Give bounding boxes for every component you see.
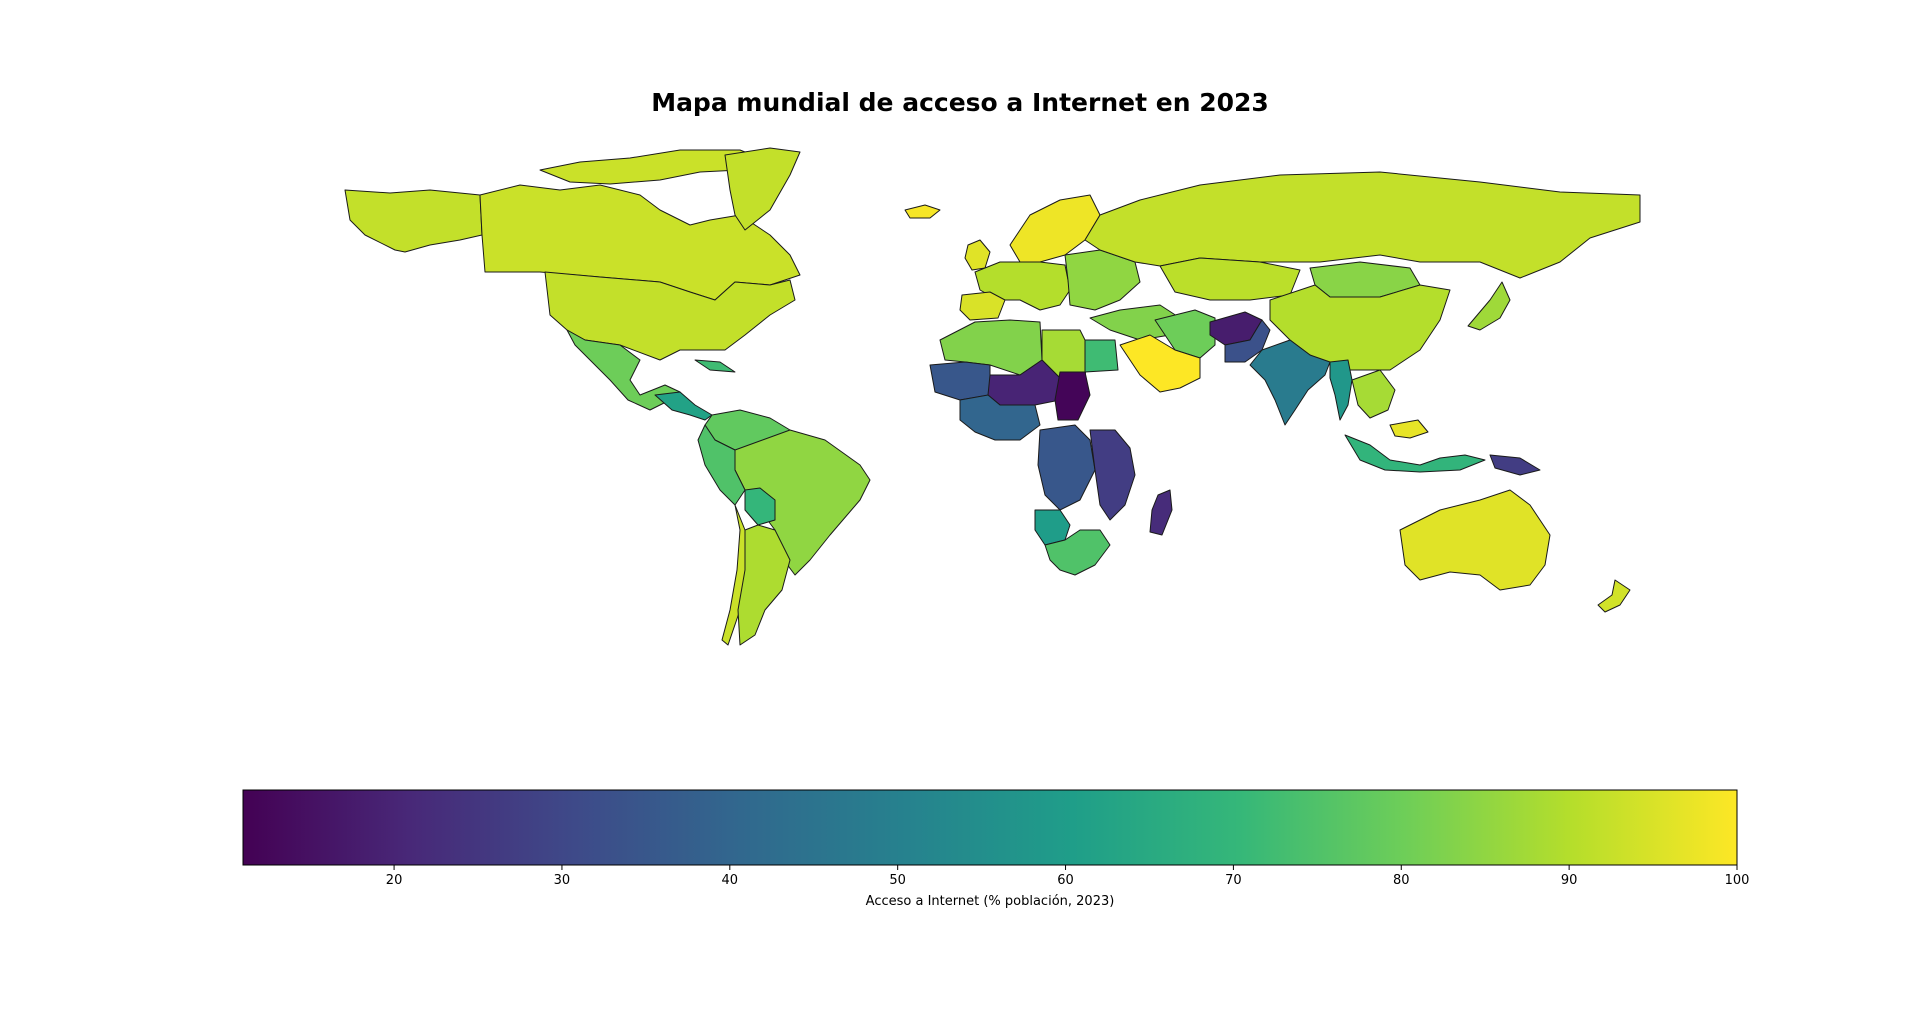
region-argentina xyxy=(737,524,791,646)
region-saudi-arabia xyxy=(1119,334,1201,393)
colorbar-tick-label: 100 xyxy=(1725,873,1750,888)
region-greenland xyxy=(724,147,801,231)
colorbar-gradient xyxy=(242,789,1738,866)
region-russia xyxy=(1084,171,1641,279)
region-cuba xyxy=(694,359,736,373)
region-egypt xyxy=(1084,339,1119,373)
colorbar-tick-label: 30 xyxy=(554,873,571,888)
region-madagascar xyxy=(1149,489,1173,536)
region-papua xyxy=(1489,454,1541,476)
region-malaysia xyxy=(1389,419,1429,439)
region-indonesia xyxy=(1344,434,1486,473)
colorbar-tick-label: 70 xyxy=(1225,873,1242,888)
colorbar-tick-label: 40 xyxy=(722,873,739,888)
region-japan xyxy=(1467,281,1511,331)
colorbar-tick-label: 90 xyxy=(1561,873,1578,888)
colorbar-tick-label: 80 xyxy=(1393,873,1410,888)
region-pakistan xyxy=(1224,319,1271,363)
colorbar-tick-label: 50 xyxy=(889,873,906,888)
region-bolivia xyxy=(744,487,776,526)
region-sudan xyxy=(1054,371,1091,421)
region-peru xyxy=(697,424,746,506)
region-central-america xyxy=(654,391,713,421)
region-myanmar xyxy=(1329,359,1353,421)
region-new-zealand xyxy=(1597,579,1631,613)
region-iberia xyxy=(959,291,1006,321)
region-india xyxy=(1249,339,1331,426)
colorbar-tick-label: 20 xyxy=(386,873,403,888)
colorbar-label: Acceso a Internet (% población, 2023) xyxy=(866,894,1115,909)
region-iceland xyxy=(904,204,941,219)
colorbar-ticks: 20 30 40 50 60 70 80 90 100 xyxy=(386,865,1750,888)
region-southeast-asia xyxy=(1351,369,1396,419)
region-australia xyxy=(1399,489,1551,591)
region-nigeria xyxy=(959,394,1041,441)
map-title: Mapa mundial de acceso a Internet en 202… xyxy=(651,88,1269,117)
region-drc xyxy=(1037,424,1096,511)
region-alaska xyxy=(344,189,483,253)
world-map xyxy=(344,147,1641,646)
region-east-africa xyxy=(1089,429,1136,521)
colorbar-tick-label: 60 xyxy=(1057,873,1074,888)
region-southern-africa xyxy=(1044,529,1111,576)
